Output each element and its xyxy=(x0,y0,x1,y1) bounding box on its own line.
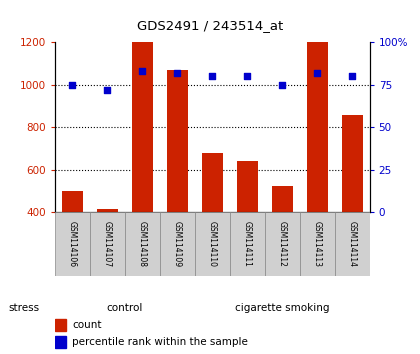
Bar xyxy=(272,186,293,212)
Text: GSM114112: GSM114112 xyxy=(278,221,286,267)
Text: GSM114107: GSM114107 xyxy=(102,221,112,267)
Bar xyxy=(236,161,257,212)
Bar xyxy=(62,191,83,212)
Text: GSM114106: GSM114106 xyxy=(68,221,76,267)
Point xyxy=(104,87,110,93)
Bar xyxy=(299,212,335,276)
Text: GSM114111: GSM114111 xyxy=(243,221,252,267)
Text: GSM114108: GSM114108 xyxy=(138,221,147,267)
Bar xyxy=(341,115,362,212)
Point xyxy=(174,70,181,76)
Text: GSM114114: GSM114114 xyxy=(348,221,357,267)
Bar xyxy=(97,209,118,212)
Bar xyxy=(55,212,89,276)
Text: GDS2491 / 243514_at: GDS2491 / 243514_at xyxy=(137,19,283,33)
Text: count: count xyxy=(72,320,101,330)
Text: cigarette smoking: cigarette smoking xyxy=(235,303,329,313)
Text: GSM114109: GSM114109 xyxy=(173,221,181,267)
Point xyxy=(244,74,250,79)
Bar xyxy=(202,153,223,212)
Bar xyxy=(55,336,66,348)
Text: percentile rank within the sample: percentile rank within the sample xyxy=(72,337,248,347)
Bar xyxy=(335,212,370,276)
Bar xyxy=(55,319,66,331)
Bar xyxy=(131,42,152,212)
Bar xyxy=(307,42,328,212)
Text: GSM114113: GSM114113 xyxy=(312,221,322,267)
Bar xyxy=(125,212,160,276)
Bar xyxy=(230,212,265,276)
Text: control: control xyxy=(106,303,143,313)
Bar xyxy=(167,70,188,212)
Bar xyxy=(194,212,230,276)
Bar xyxy=(160,212,194,276)
Point xyxy=(349,74,355,79)
Point xyxy=(279,82,286,88)
Point xyxy=(139,69,145,74)
Text: GSM114110: GSM114110 xyxy=(207,221,217,267)
Bar xyxy=(89,212,125,276)
Point xyxy=(314,70,320,76)
Point xyxy=(69,82,76,88)
Point xyxy=(209,74,215,79)
Text: stress: stress xyxy=(8,303,39,313)
Bar xyxy=(265,212,299,276)
